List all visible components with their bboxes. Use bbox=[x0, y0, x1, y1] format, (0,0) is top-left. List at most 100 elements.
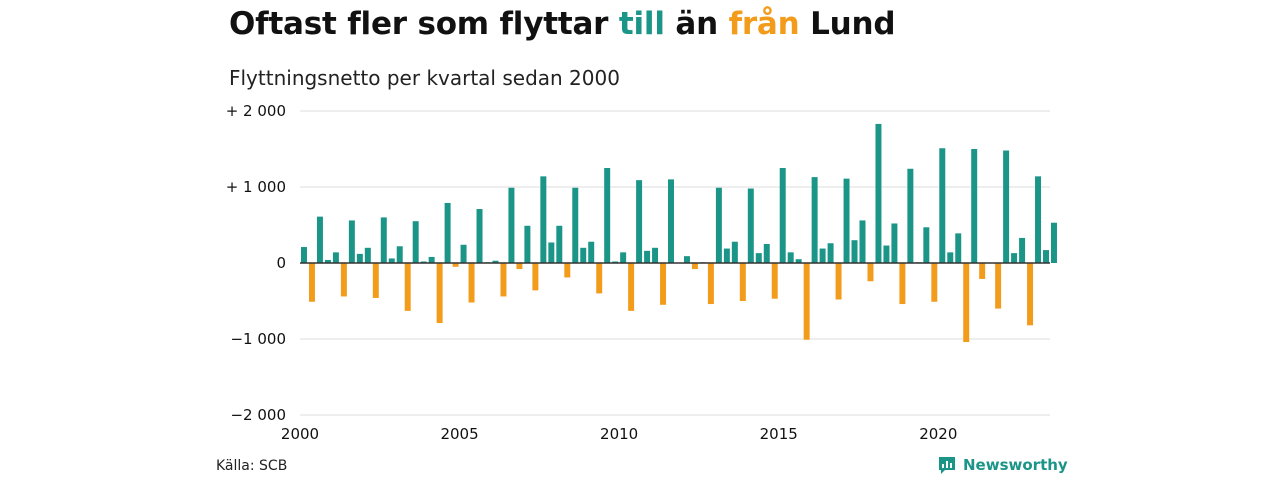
bar bbox=[971, 149, 978, 263]
bar bbox=[668, 179, 674, 263]
bar bbox=[364, 247, 371, 263]
bar bbox=[660, 263, 667, 305]
chart-subtitle: Flyttningsnetto per kvartal sedan 2000 bbox=[229, 66, 620, 90]
bar bbox=[907, 168, 914, 263]
x-tick-label: 2010 bbox=[600, 425, 638, 443]
bar bbox=[707, 263, 714, 305]
bar bbox=[324, 259, 331, 263]
bar bbox=[955, 233, 962, 263]
bar bbox=[540, 176, 547, 263]
x-tick-label: 2000 bbox=[281, 425, 319, 443]
bar bbox=[1043, 250, 1049, 263]
bar bbox=[476, 209, 483, 263]
bar bbox=[779, 168, 786, 263]
bar bbox=[787, 252, 794, 263]
bar bbox=[683, 256, 690, 263]
bar bbox=[739, 263, 746, 301]
bar bbox=[891, 223, 898, 263]
bar bbox=[1011, 253, 1018, 263]
bar bbox=[308, 263, 315, 302]
newsworthy-logo-icon bbox=[939, 457, 955, 474]
bar bbox=[995, 263, 1002, 309]
bar bbox=[979, 263, 986, 279]
bar bbox=[652, 247, 659, 263]
bar bbox=[715, 187, 722, 263]
bar bbox=[468, 263, 475, 303]
bar bbox=[723, 248, 730, 263]
source-note: Källa: SCB bbox=[216, 458, 288, 474]
bar bbox=[644, 250, 651, 263]
bar bbox=[1051, 222, 1057, 263]
bar bbox=[316, 216, 323, 263]
bar bbox=[444, 202, 451, 263]
bar bbox=[460, 244, 467, 263]
bar bbox=[356, 253, 363, 263]
bar bbox=[811, 177, 818, 263]
bar bbox=[819, 248, 826, 263]
bar bbox=[875, 123, 882, 263]
bar bbox=[691, 263, 698, 270]
bar bbox=[604, 168, 611, 263]
bar bbox=[851, 240, 858, 263]
bar bbox=[843, 178, 850, 263]
bar bbox=[380, 217, 387, 263]
bar bbox=[636, 180, 643, 263]
bar bbox=[532, 263, 539, 291]
bar bbox=[803, 263, 810, 340]
bar bbox=[572, 187, 579, 263]
bar bbox=[524, 225, 531, 263]
bar bbox=[1035, 176, 1042, 263]
bar bbox=[420, 261, 427, 263]
bar bbox=[516, 263, 523, 270]
bar bbox=[867, 263, 874, 282]
brand-logo[interactable]: Newsworthy bbox=[937, 455, 1068, 475]
bar bbox=[556, 225, 563, 263]
bar bbox=[763, 244, 770, 263]
bar bbox=[396, 246, 403, 263]
bar bbox=[1019, 237, 1026, 263]
bar bbox=[755, 253, 762, 263]
bar bbox=[332, 252, 339, 263]
title-positive-word: till bbox=[618, 6, 665, 42]
bar bbox=[564, 263, 571, 278]
bar bbox=[1003, 150, 1010, 263]
bar bbox=[388, 258, 395, 263]
bar bbox=[500, 263, 507, 297]
bar bbox=[931, 263, 938, 302]
bar bbox=[508, 187, 515, 263]
bar bbox=[771, 263, 778, 299]
bar bbox=[827, 243, 834, 263]
bar bbox=[923, 227, 930, 263]
bar bbox=[548, 242, 555, 263]
y-tick-label: −1 000 bbox=[230, 330, 286, 348]
bar bbox=[612, 261, 619, 263]
bar bbox=[404, 263, 411, 311]
bar bbox=[412, 221, 419, 263]
bar bbox=[348, 220, 355, 263]
bar bbox=[340, 263, 347, 297]
bar bbox=[492, 260, 499, 263]
bar bbox=[580, 247, 587, 263]
y-tick-label: + 2 000 bbox=[226, 102, 286, 120]
chart-title: Oftast fler som flyttar till än från Lun… bbox=[229, 6, 896, 42]
bar bbox=[372, 263, 379, 298]
bar bbox=[588, 241, 595, 263]
bar bbox=[452, 263, 459, 267]
y-tick-label: 0 bbox=[276, 254, 286, 272]
bar bbox=[301, 247, 307, 263]
brand-name: Newsworthy bbox=[963, 456, 1068, 474]
bar bbox=[620, 252, 627, 263]
y-tick-label: + 1 000 bbox=[226, 178, 286, 196]
title-negative-word: från bbox=[728, 6, 800, 42]
bar bbox=[747, 188, 754, 263]
x-tick-label: 2005 bbox=[440, 425, 478, 443]
bar bbox=[628, 263, 635, 311]
bar bbox=[859, 220, 866, 263]
bar bbox=[1027, 263, 1034, 326]
bar bbox=[436, 263, 443, 324]
bar bbox=[731, 241, 738, 263]
bar bbox=[947, 252, 954, 263]
bar bbox=[899, 263, 906, 305]
x-tick-label: 2015 bbox=[760, 425, 798, 443]
